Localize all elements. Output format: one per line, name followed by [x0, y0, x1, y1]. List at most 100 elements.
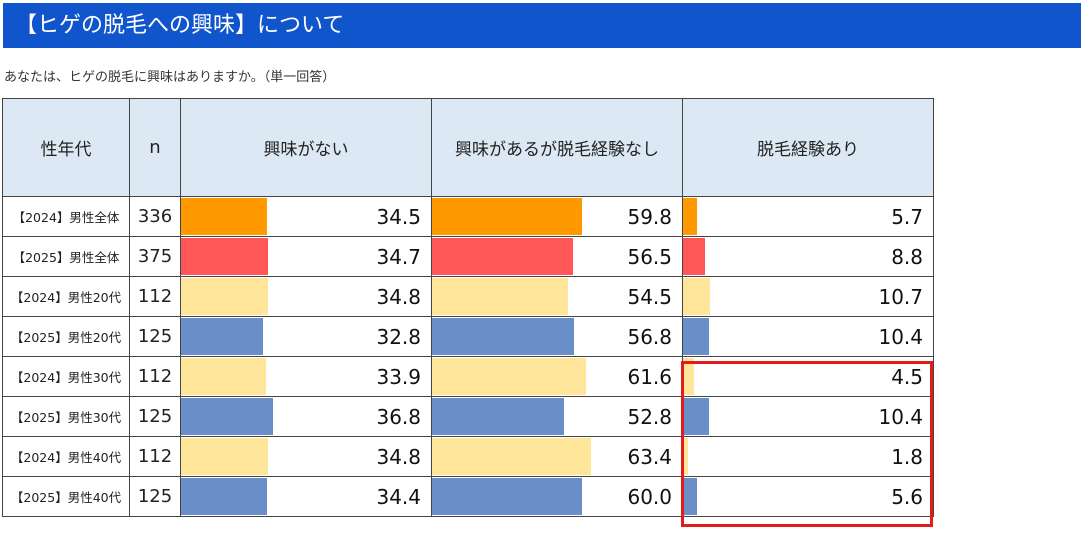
bar-interested-no-experience [432, 278, 569, 315]
data-label: 59.8 [627, 204, 672, 229]
bar-interested-no-experience [432, 238, 574, 275]
bar-interested-no-experience [432, 478, 582, 515]
cell-no-interest: 32.8 [180, 316, 432, 357]
data-label: 34.7 [376, 244, 421, 269]
data-label: 1.8 [891, 444, 923, 469]
sample-size: 336 [129, 196, 181, 237]
data-label: 5.6 [891, 484, 923, 509]
bar-has-experience [683, 198, 698, 235]
cell-has-experience: 4.5 [682, 356, 934, 397]
bar-has-experience [683, 238, 705, 275]
bar-no-interest [181, 438, 268, 475]
segment-label: 【2024】男性20代 [2, 276, 130, 317]
bar-interested-no-experience [432, 198, 582, 235]
cell-no-interest: 34.8 [180, 436, 432, 477]
table-row: 【2024】男性40代 112 34.8 63.4 1.8 [2, 436, 934, 477]
segment-label: 【2025】男性30代 [2, 396, 130, 437]
header-interested-no-experience: 興味があるが脱毛経験なし [431, 98, 683, 197]
bar-interested-no-experience [432, 358, 586, 395]
data-label: 10.4 [878, 324, 923, 349]
data-label: 34.8 [376, 284, 421, 309]
bar-no-interest [181, 238, 268, 275]
bar-no-interest [181, 278, 268, 315]
data-label: 5.7 [891, 204, 923, 229]
bar-has-experience [683, 438, 688, 475]
segment-label: 【2024】男性40代 [2, 436, 130, 477]
data-label: 34.4 [376, 484, 421, 509]
table-body: 【2024】男性全体 336 34.5 59.8 5.7 【2025】男性全体 375 34.… [2, 196, 934, 517]
cell-interested-no-experience: 61.6 [431, 356, 683, 397]
table-row: 【2024】男性全体 336 34.5 59.8 5.7 [2, 196, 934, 237]
bar-interested-no-experience [432, 318, 574, 355]
cell-has-experience: 5.7 [682, 196, 934, 237]
cell-interested-no-experience: 60.0 [431, 476, 683, 517]
cell-has-experience: 8.8 [682, 236, 934, 277]
header-segment: 性年代 [2, 98, 130, 197]
data-label: 4.5 [891, 364, 923, 389]
data-label: 56.8 [627, 324, 672, 349]
cell-interested-no-experience: 52.8 [431, 396, 683, 437]
cell-has-experience: 10.4 [682, 396, 934, 437]
table-row: 【2025】男性30代 125 36.8 52.8 10.4 [2, 396, 934, 437]
cell-no-interest: 34.4 [180, 476, 432, 517]
data-label: 63.4 [627, 444, 672, 469]
sample-size: 112 [129, 436, 181, 477]
cell-has-experience: 5.6 [682, 476, 934, 517]
results-table: 性年代 n 興味がない 興味があるが脱毛経験なし 脱毛経験あり 【2024】男性… [2, 98, 934, 517]
segment-label: 【2025】男性20代 [2, 316, 130, 357]
segment-label: 【2024】男性30代 [2, 356, 130, 397]
header-row: 性年代 n 興味がない 興味があるが脱毛経験なし 脱毛経験あり [2, 98, 934, 197]
bar-no-interest [181, 478, 267, 515]
header-has-experience: 脱毛経験あり [682, 98, 934, 197]
bar-interested-no-experience [432, 398, 564, 435]
page-title: 【ヒゲの脱毛への興味】について [3, 3, 1081, 48]
sample-size: 125 [129, 316, 181, 357]
data-label: 36.8 [376, 404, 421, 429]
bar-no-interest [181, 358, 266, 395]
cell-no-interest: 34.7 [180, 236, 432, 277]
sample-size: 125 [129, 476, 181, 517]
header-n: n [129, 98, 181, 197]
cell-interested-no-experience: 56.8 [431, 316, 683, 357]
bar-has-experience [683, 398, 709, 435]
data-label: 60.0 [627, 484, 672, 509]
bar-no-interest [181, 318, 263, 355]
bar-no-interest [181, 398, 273, 435]
segment-label: 【2025】男性40代 [2, 476, 130, 517]
segment-label: 【2024】男性全体 [2, 196, 130, 237]
data-label: 8.8 [891, 244, 923, 269]
data-label: 34.8 [376, 444, 421, 469]
data-label: 52.8 [627, 404, 672, 429]
data-label: 56.5 [627, 244, 672, 269]
sample-size: 112 [129, 356, 181, 397]
sample-size: 375 [129, 236, 181, 277]
table-row: 【2024】男性30代 112 33.9 61.6 4.5 [2, 356, 934, 397]
bar-has-experience [683, 358, 695, 395]
header-no-interest: 興味がない [180, 98, 432, 197]
table-row: 【2025】男性40代 125 34.4 60.0 5.6 [2, 476, 934, 517]
cell-no-interest: 33.9 [180, 356, 432, 397]
table-row: 【2025】男性20代 125 32.8 56.8 10.4 [2, 316, 934, 357]
cell-no-interest: 34.8 [180, 276, 432, 317]
bar-has-experience [683, 318, 709, 355]
sample-size: 112 [129, 276, 181, 317]
table-row: 【2024】男性20代 112 34.8 54.5 10.7 [2, 276, 934, 317]
cell-no-interest: 36.8 [180, 396, 432, 437]
cell-has-experience: 10.4 [682, 316, 934, 357]
data-label: 54.5 [627, 284, 672, 309]
cell-has-experience: 1.8 [682, 436, 934, 477]
cell-interested-no-experience: 54.5 [431, 276, 683, 317]
table-row: 【2025】男性全体 375 34.7 56.5 8.8 [2, 236, 934, 277]
bar-interested-no-experience [432, 438, 591, 475]
data-label: 33.9 [376, 364, 421, 389]
cell-interested-no-experience: 56.5 [431, 236, 683, 277]
bar-has-experience [683, 278, 710, 315]
sample-size: 125 [129, 396, 181, 437]
data-label: 32.8 [376, 324, 421, 349]
cell-no-interest: 34.5 [180, 196, 432, 237]
data-label: 61.6 [627, 364, 672, 389]
question-text: あなたは、ヒゲの脱毛に興味はありますか。（単一回答） [4, 70, 336, 85]
cell-has-experience: 10.7 [682, 276, 934, 317]
data-label: 10.7 [878, 284, 923, 309]
cell-interested-no-experience: 59.8 [431, 196, 683, 237]
